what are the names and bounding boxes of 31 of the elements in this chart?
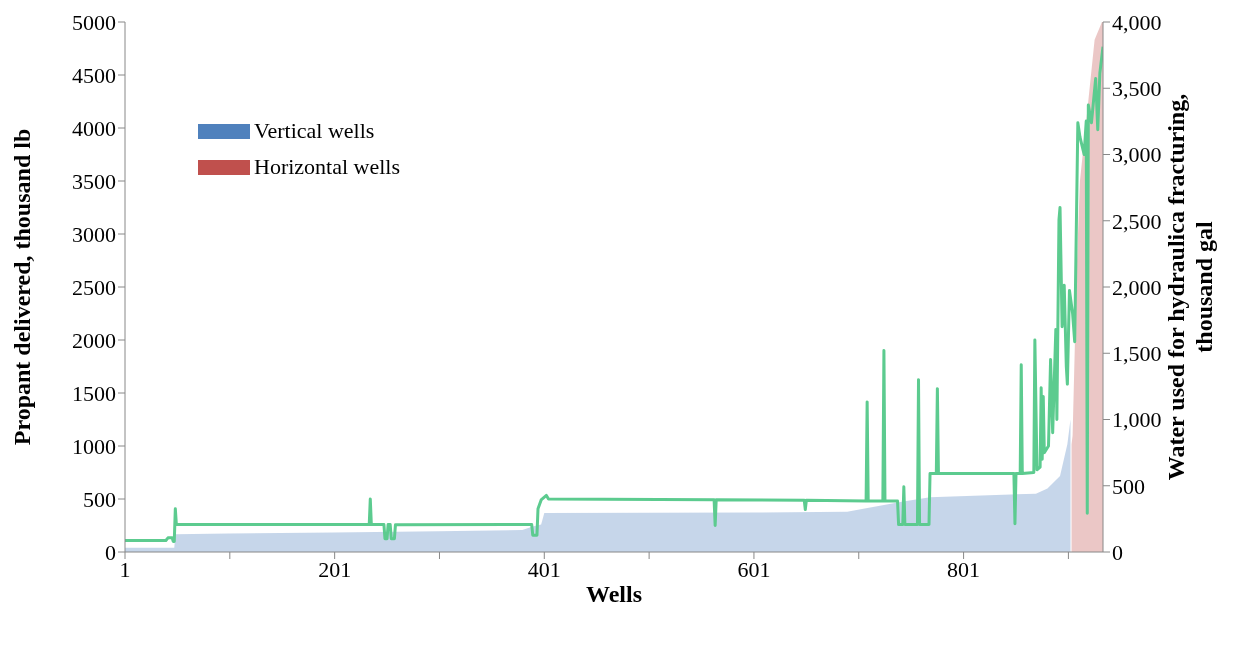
y-tick-label: 2000 [72, 327, 116, 353]
y2-tick-label: 1,000 [1112, 407, 1162, 433]
legend-label: Horizontal wells [254, 154, 401, 180]
y-tick-label: 2500 [72, 274, 116, 300]
y2-tick-label: 4,000 [1112, 9, 1162, 35]
x-tick-label: 1 [119, 556, 131, 582]
x-axis-title: Wells [585, 581, 643, 607]
y2-axis-title: Water used for hydraulica fracturing, thousand gal [1163, 93, 1217, 481]
x-tick-label: 601 [737, 556, 771, 582]
y2-tick-label: 2,500 [1112, 208, 1162, 234]
y-tick-label: 0 [105, 539, 116, 565]
x-tick-label: 801 [947, 556, 981, 582]
x-tick-label: 401 [527, 556, 561, 582]
legend-label: Vertical wells [254, 118, 375, 144]
y-tick-label: 500 [83, 486, 116, 512]
y-tick-label: 1000 [72, 433, 116, 459]
y-tick-label: 1500 [72, 380, 116, 406]
y-tick-label: 3000 [72, 221, 116, 247]
y2-tick-label: 500 [1112, 473, 1145, 499]
y2-tick-label: 3,500 [1112, 76, 1162, 102]
line-series [125, 45, 1103, 543]
y2-tick-label: 1,500 [1112, 341, 1162, 367]
y-tick-label: 3500 [72, 168, 116, 194]
y2-tick-label: 2,000 [1112, 274, 1162, 300]
y2-tick-label: 0 [1112, 539, 1123, 565]
y-tick-label: 5000 [72, 9, 116, 35]
y-axis-title: Propant delivered, thousand lb [9, 128, 35, 446]
y-tick-label: 4000 [72, 115, 116, 141]
y2-tick-label: 3,000 [1112, 142, 1162, 168]
y-tick-label: 4500 [72, 62, 116, 88]
x-tick-label: 201 [318, 556, 352, 582]
